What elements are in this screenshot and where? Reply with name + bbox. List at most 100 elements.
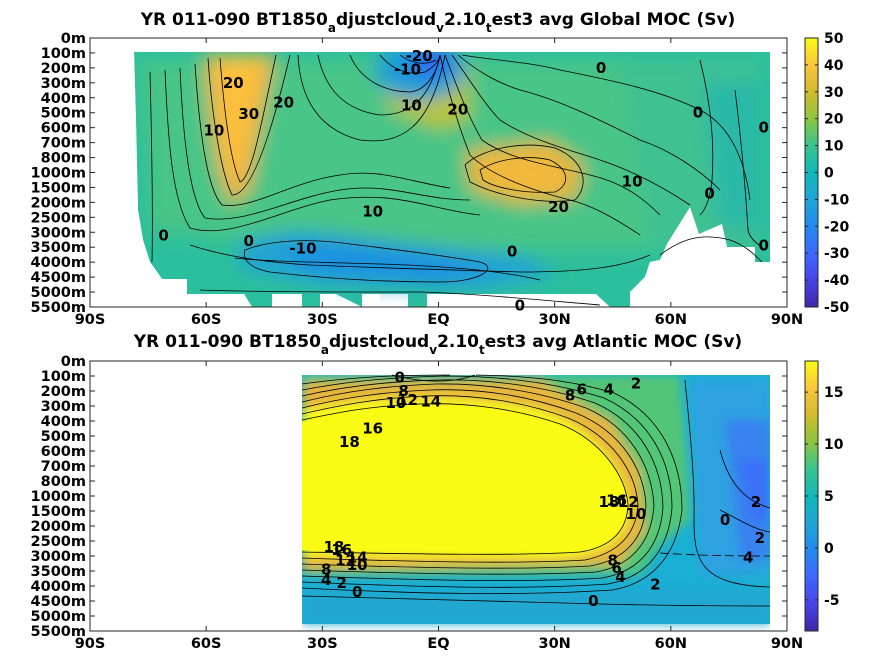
atlantic-colorbar-tick-label: 15	[824, 385, 843, 401]
global-y-tick-label: 2500m	[31, 210, 86, 226]
atlantic-y-tick-label: 600m	[41, 444, 86, 460]
global-y-tick-label: 300m	[41, 76, 86, 92]
global-y-tick-label: 4000m	[31, 255, 86, 271]
atlantic-contour-label: 16	[606, 492, 627, 510]
global-x-tick-label: EQ	[427, 312, 449, 328]
global-y-tick-label: 700m	[41, 136, 86, 152]
atlantic-y-tick-label: 700m	[41, 459, 86, 475]
global-y-tick-label: 400m	[41, 91, 86, 107]
global-colorbar-ticks: 50 40 30 20 10 0 -10 -20 -30 -40 -50	[805, 31, 850, 316]
atlantic-x-tick-label: 60S	[191, 636, 222, 652]
global-contour-label: 0	[244, 232, 254, 250]
atlantic-y-tick-label: 500m	[41, 429, 86, 445]
global-y-tick-label: 1500m	[31, 180, 86, 196]
global-x-tick-label: 30S	[307, 312, 338, 328]
atlantic-x-tick-label: 30S	[307, 636, 338, 652]
atlantic-contour-label: 10	[626, 505, 647, 523]
global-contour-label: -10	[394, 60, 421, 78]
global-y-tick-label: 0m	[61, 31, 86, 47]
atlantic-x-tick-label: 90N	[771, 636, 803, 652]
global-colorbar-tick-label: 30	[824, 85, 844, 101]
global-contour-label: 0	[507, 243, 517, 261]
global-y-tick-label: 200m	[41, 61, 86, 77]
atlantic-y-tick-label: 2000m	[31, 519, 86, 535]
global-colorbar: 50 40 30 20 10 0 -10 -20 -30 -40 -50	[804, 31, 850, 316]
atlantic-contour-label: 14	[420, 393, 441, 411]
global-x-tick-label: 60S	[191, 312, 222, 328]
global-y-tick-label: 500m	[41, 106, 86, 122]
global-contour-label: -10	[289, 240, 316, 258]
atlantic-y-tick-label: 1000m	[31, 489, 86, 505]
atlantic-contour-label: 8	[398, 382, 408, 400]
global-colorbar-tick-label: 50	[824, 31, 844, 47]
atlantic-y-tick-label: 2500m	[31, 534, 86, 550]
atlantic-contour-label: 16	[331, 541, 352, 559]
atlantic-colorbar-tick-label: -5	[824, 593, 840, 609]
global-contour-label: 20	[273, 93, 294, 111]
global-y-tick-label: 600m	[41, 121, 86, 137]
atlantic-contour-label: 14	[347, 549, 368, 567]
global-colorbar-tick-label: -20	[824, 219, 850, 235]
atlantic-contour-label: 2	[336, 574, 346, 592]
atlantic-contour-label: 16	[362, 420, 383, 438]
global-x-tick-label: 90S	[75, 312, 106, 328]
global-y-tick-label: 2000m	[31, 195, 86, 211]
global-contour-label: 0	[693, 104, 703, 122]
atlantic-colorbar-tick-label: 5	[824, 489, 834, 505]
atlantic-y-tick-label: 400m	[41, 414, 86, 430]
global-contour-label: 20	[447, 101, 468, 119]
atlantic-contour-label: 10	[347, 556, 368, 574]
global-axes: 90S 60S 30S EQ 30N 60N 90N0m100m200m300m400m50…	[31, 31, 804, 328]
atlantic-x-tick-label: 90S	[75, 636, 106, 652]
atlantic-contour-label: 4	[615, 568, 625, 586]
global-contour-label: 10	[622, 172, 643, 190]
atlantic-moc-panel: YR 011-090 BT1850adjustcloudv2.10test3 a…	[31, 332, 844, 652]
atlantic-colorbar: 15 10 5 0 -5	[804, 360, 844, 632]
global-colorbar-tick-label: 40	[824, 58, 844, 74]
atlantic-contour-label: 8	[321, 561, 331, 579]
atlantic-y-tick-label: 100m	[41, 369, 86, 385]
atlantic-y-tick-label: 0m	[61, 354, 86, 370]
global-contour-label: 0	[158, 226, 168, 244]
atlantic-contour-label: 4	[743, 549, 753, 567]
global-moc-panel: YR 011-090 BT1850adjustcloudv2.10test3 a…	[31, 10, 850, 328]
atlantic-contour-label: 18	[324, 538, 345, 556]
global-contour-label: 20	[548, 198, 569, 216]
atlantic-x-tick-label: EQ	[427, 636, 449, 652]
atlantic-colorbar-tick-label: 10	[824, 437, 844, 453]
atlantic-contour-label: 0	[720, 511, 730, 529]
atlantic-contour-label: 6	[611, 559, 621, 577]
atlantic-contour-label: 2	[631, 375, 641, 393]
atlantic-colorbar-tick-label: 0	[824, 541, 834, 557]
atlantic-contour-label: 0	[395, 369, 405, 387]
global-chart-title: YR 011-090 BT1850adjustcloudv2.10test3 a…	[140, 10, 736, 35]
atlantic-contour-label: 18	[598, 493, 619, 511]
atlantic-contour-label: 8	[565, 387, 575, 405]
atlantic-y-tick-label: 4500m	[31, 594, 86, 610]
atlantic-y-tick-label: 5000m	[31, 609, 86, 625]
atlantic-contour-label: 2	[751, 493, 761, 511]
global-y-tick-label: 3000m	[31, 225, 86, 241]
atlantic-y-tick-label: 4000m	[31, 579, 86, 595]
global-contour-label: 30	[238, 105, 259, 123]
atlantic-y-tick-label: 3500m	[31, 564, 86, 580]
global-colorbar-tick-label: -10	[824, 192, 850, 208]
atlantic-contour-lines	[301, 374, 771, 607]
global-contour-lines	[149, 54, 766, 306]
atlantic-streamfunction-field	[90, 361, 787, 631]
global-contour-label: 10	[203, 122, 224, 140]
atlantic-y-tick-label: 3000m	[31, 549, 86, 565]
global-streamfunction-field	[90, 38, 787, 307]
atlantic-chart-title: YR 011-090 BT1850adjustcloudv2.10test3 a…	[133, 332, 742, 357]
global-y-tick-label: 800m	[41, 151, 86, 167]
global-contour-label: 0	[759, 237, 769, 255]
atlantic-contour-label: 6	[577, 381, 587, 399]
global-contour-label: 0	[704, 184, 714, 202]
atlantic-y-tick-label: 300m	[41, 399, 86, 415]
atlantic-x-tick-label: 60N	[655, 636, 687, 652]
atlantic-contour-label: 12	[335, 552, 356, 570]
atlantic-contour-label: 8	[608, 552, 618, 570]
